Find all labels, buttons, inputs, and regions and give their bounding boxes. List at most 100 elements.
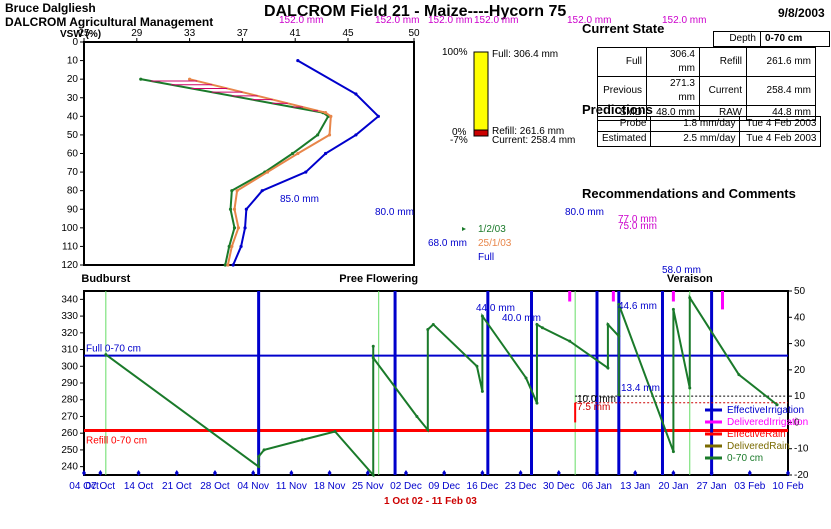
series-point bbox=[232, 226, 237, 230]
profile-annotation: 80.0 mm bbox=[565, 207, 604, 218]
stage-label: Veraison bbox=[667, 273, 713, 285]
soil-series-point bbox=[775, 403, 779, 407]
depth-label: Depth bbox=[713, 31, 761, 47]
series-point bbox=[376, 114, 380, 118]
x-tick-label: 28 Oct bbox=[200, 481, 230, 492]
bucket-full-label: Full: 306.4 mm bbox=[492, 49, 558, 60]
soil-series-point bbox=[371, 344, 375, 348]
y-tick-label: 270 bbox=[61, 411, 78, 422]
x-tick-marker bbox=[174, 470, 179, 476]
series-point bbox=[139, 77, 143, 81]
x-tick-marker bbox=[327, 470, 332, 476]
soil-series-point bbox=[371, 473, 375, 477]
x-tick-marker bbox=[518, 470, 523, 476]
x-tick-label: 18 Nov bbox=[314, 481, 346, 492]
prediction-label: Probe bbox=[596, 116, 652, 132]
y-tick-label: 70 bbox=[67, 167, 79, 178]
soil-series-point bbox=[480, 389, 484, 393]
x-tick-marker bbox=[633, 470, 638, 476]
series-point bbox=[290, 151, 295, 156]
x-tick-marker bbox=[709, 470, 714, 476]
depth-value: 0-70 cm bbox=[760, 31, 830, 47]
x-range-label: 1 Oct 02 - 11 Feb 03 bbox=[384, 496, 477, 507]
x-tick-label: 29 bbox=[131, 28, 143, 39]
predictions-title: Predictions bbox=[582, 102, 653, 117]
soil-series-point bbox=[426, 428, 430, 432]
current-state-row: Previous 271.3 mm Current 258.4 mm bbox=[597, 76, 816, 106]
soil-series-point bbox=[688, 386, 692, 390]
depth-table: Depth 0-70 cm bbox=[713, 31, 830, 47]
series-point bbox=[235, 189, 239, 193]
x-tick-label: 16 Dec bbox=[467, 481, 499, 492]
bucket-current-label: Current: 258.4 mm bbox=[492, 135, 575, 146]
state-value: 306.4 mm bbox=[646, 47, 700, 77]
bucket-0-label: 0% bbox=[452, 127, 467, 138]
soil-series-point bbox=[426, 327, 430, 331]
x-tick-marker bbox=[556, 470, 561, 476]
recommendations-title: Recommendations and Comments bbox=[582, 186, 796, 201]
state-value: 271.3 mm bbox=[646, 76, 700, 106]
bucket-deficit bbox=[473, 129, 489, 137]
y-tick-label: 240 bbox=[61, 462, 78, 473]
y-tick-label: 90 bbox=[67, 204, 79, 215]
x-tick-marker bbox=[594, 470, 599, 476]
y2-tick-label: 30 bbox=[794, 339, 806, 350]
y-tick-label: 40 bbox=[67, 111, 79, 122]
profile-annotation: 85.0 mm bbox=[280, 194, 319, 205]
profile-legend: 1/2/03 25/1/03 Full 68.0 mm 80.0 mm 77.0… bbox=[428, 207, 657, 263]
y-tick-label: 20 bbox=[67, 74, 79, 85]
bucket-refill-label: Refill: 261.6 mm bbox=[492, 126, 564, 137]
series-point bbox=[296, 151, 300, 156]
y-tick-label: 50 bbox=[67, 130, 79, 141]
soil-series-point bbox=[540, 326, 544, 330]
series-point bbox=[230, 189, 234, 193]
profile-annotation: 75.0 mm bbox=[618, 221, 657, 232]
irr-annotation: 13.4 mm bbox=[621, 383, 660, 394]
x-tick-label: 13 Jan bbox=[620, 481, 650, 492]
x-tick-label: 41 bbox=[290, 28, 302, 39]
prediction-row: Probe 1.8 mm/day Tue 4 Feb 2003 bbox=[596, 116, 822, 132]
soil-series-point bbox=[568, 339, 572, 343]
user-name: Bruce Dalgliesh bbox=[5, 1, 96, 15]
legend-label: DeliveredIrrigation bbox=[727, 417, 808, 428]
state-label: Full bbox=[597, 47, 647, 77]
bucket-neg-label: -7% bbox=[450, 135, 468, 146]
y-tick-label: 290 bbox=[61, 378, 78, 389]
soil-series-point bbox=[257, 465, 261, 469]
x-tick-marker bbox=[98, 470, 103, 476]
series-line bbox=[232, 59, 380, 266]
prediction-date: Tue 4 Feb 2003 bbox=[739, 116, 822, 132]
y-tick-label: 310 bbox=[61, 345, 78, 356]
profile-annotation: 80.0 mm bbox=[375, 207, 414, 218]
x-tick-label: 04 Nov bbox=[237, 481, 269, 492]
bucket-fill bbox=[473, 51, 489, 131]
prediction-rate: 1.8 mm/day bbox=[650, 116, 741, 132]
series-point bbox=[323, 111, 328, 115]
current-state-row: Full 306.4 mm Refill 261.6 mm bbox=[597, 47, 816, 77]
x-tick-marker bbox=[480, 470, 485, 476]
rain-annotation: 7.5 mm bbox=[577, 402, 610, 413]
series-point bbox=[316, 133, 320, 137]
irr-annotation: 58.0 mm bbox=[662, 265, 701, 276]
legend-label: 25/1/03 bbox=[478, 238, 512, 249]
soil-series-point bbox=[371, 356, 375, 360]
x-tick-label: 04 Oct bbox=[69, 481, 99, 492]
y-tick-label: 340 bbox=[61, 294, 78, 305]
x-tick-marker bbox=[442, 470, 447, 476]
irr-annotation: 44.6 mm bbox=[618, 301, 657, 312]
state-value: 258.4 mm bbox=[746, 76, 816, 106]
legend-marker bbox=[462, 227, 466, 231]
x-tick-label: 33 bbox=[184, 28, 196, 39]
series-line bbox=[189, 78, 332, 266]
series-point bbox=[260, 189, 264, 193]
series-point bbox=[243, 226, 247, 230]
stage-label: Budburst bbox=[81, 273, 130, 285]
x-tick-label: 23 Dec bbox=[505, 481, 537, 492]
soil-series-point bbox=[257, 455, 261, 459]
profile-chart: VSW (%) 25 29 33 37 41 45 50 0 10 20 30 40 50 60 70 80 9… bbox=[60, 28, 420, 271]
series-point bbox=[231, 263, 235, 267]
x-tick-label: 25 bbox=[78, 28, 90, 39]
legend-label: 1/2/03 bbox=[478, 224, 506, 235]
x-tick-marker bbox=[671, 470, 676, 476]
prediction-row: Estimated 2.5 mm/day Tue 4 Feb 2003 bbox=[596, 131, 822, 147]
